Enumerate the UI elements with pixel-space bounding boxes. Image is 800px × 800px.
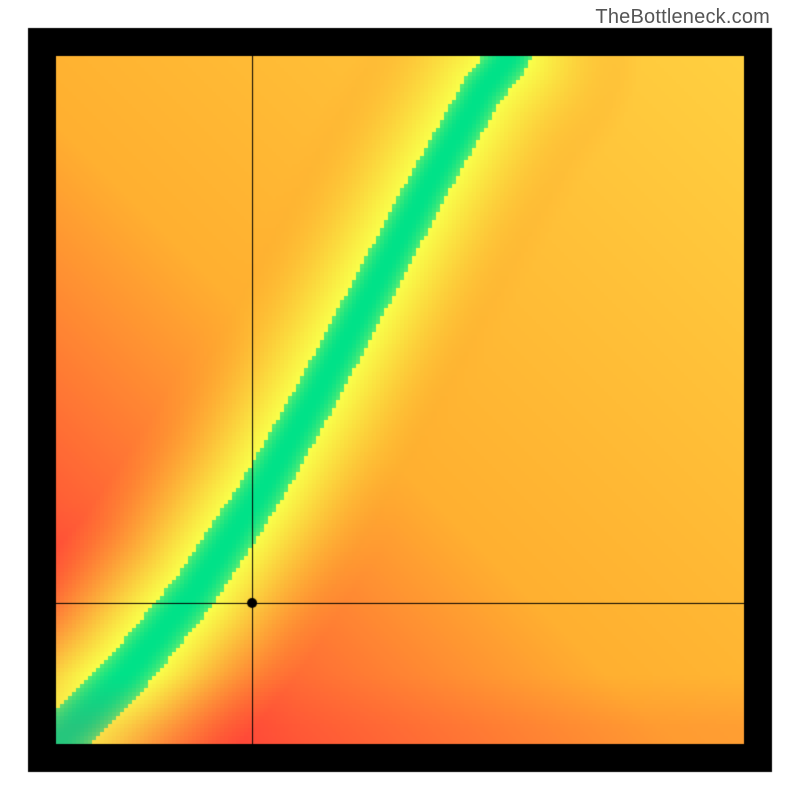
chart-container: TheBottleneck.com [0, 0, 800, 800]
bottleneck-heatmap [0, 0, 800, 800]
watermark-text: TheBottleneck.com [595, 6, 770, 29]
